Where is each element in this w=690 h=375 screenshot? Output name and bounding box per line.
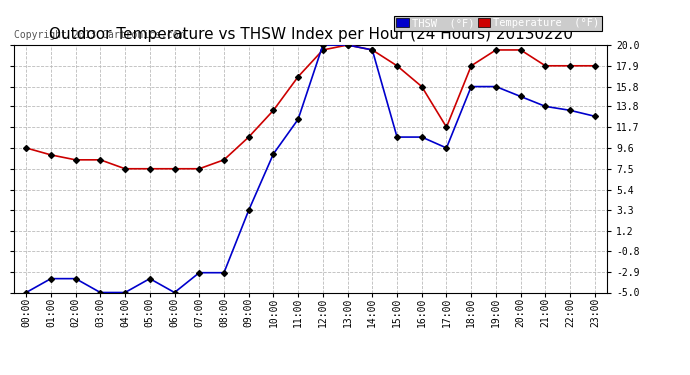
Title: Outdoor Temperature vs THSW Index per Hour (24 Hours) 20130220: Outdoor Temperature vs THSW Index per Ho… [48,27,573,42]
Legend: THSW  (°F), Temperature  (°F): THSW (°F), Temperature (°F) [394,15,602,31]
Text: Copyright 2013 Cartronics.com: Copyright 2013 Cartronics.com [14,30,184,40]
